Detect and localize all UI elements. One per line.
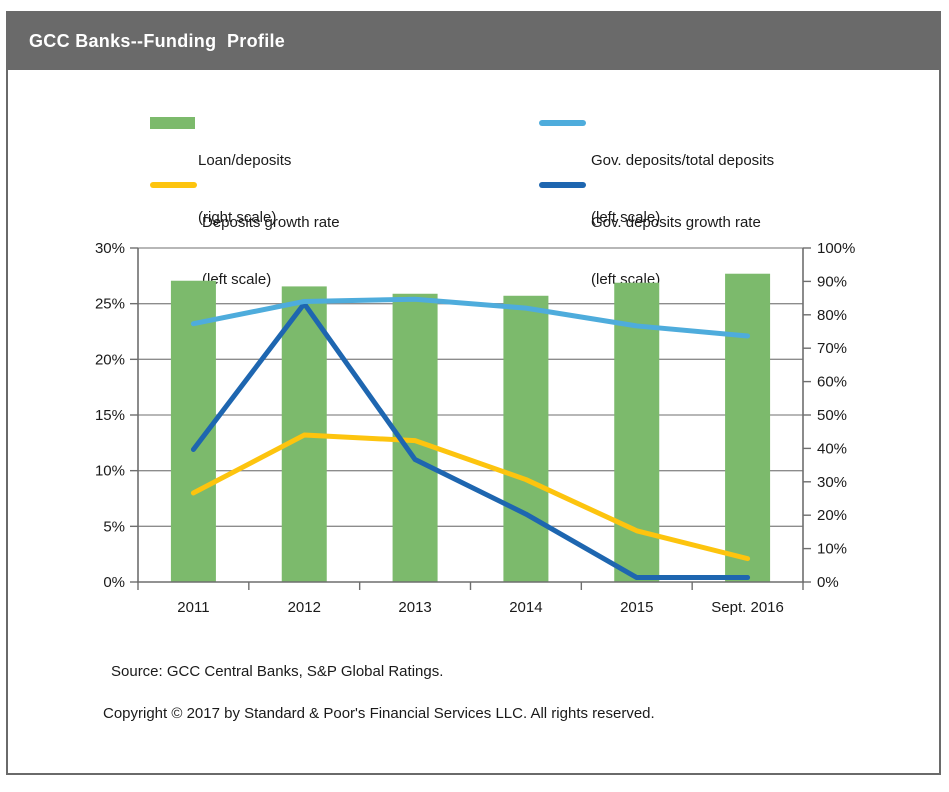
legend-swatch-line-icon bbox=[539, 182, 586, 188]
legend-swatch-line-icon bbox=[150, 182, 197, 188]
left-axis-label: 25% bbox=[95, 296, 125, 313]
x-axis-label: Sept. 2016 bbox=[711, 599, 784, 616]
legend-label: Deposits growth rate bbox=[202, 214, 340, 231]
figure-title: GCC Banks--Funding Profile bbox=[29, 31, 286, 51]
left-axis-label: 0% bbox=[103, 574, 125, 591]
right-axis-label: 40% bbox=[817, 440, 847, 457]
figure-title-bar: GCC Banks--Funding Profile bbox=[8, 13, 939, 70]
chart-canvas: 0% 5% 10% 15% 20% 25% 30% 0% 10% 20% 30% 40% 50% 60% 7… bbox=[95, 240, 855, 616]
legend-item-gov-deposits-total: Gov. deposits/total deposits (left scale… bbox=[539, 113, 774, 265]
source-note: Source: GCC Central Banks, S&P Global Ra… bbox=[111, 663, 444, 680]
x-axis-label: 2012 bbox=[288, 599, 321, 616]
legend-label: Loan/deposits bbox=[198, 152, 292, 169]
figure-card: GCC Banks--Funding Profile Loan/deposits… bbox=[6, 11, 941, 775]
legend-scale-note: (right scale) bbox=[198, 209, 277, 226]
legend-scale-note: (left scale) bbox=[591, 209, 661, 226]
bar-series-loan-deposits bbox=[170, 273, 771, 582]
bar-2014 bbox=[503, 295, 549, 582]
bar-Sept. 2016 bbox=[725, 273, 771, 582]
legend-item-loan-deposits: Loan/deposits (right scale) bbox=[150, 113, 291, 265]
left-axis-label: 5% bbox=[103, 518, 125, 535]
legend-swatch-bar-icon bbox=[150, 117, 195, 129]
right-axis-label: 70% bbox=[817, 340, 847, 357]
line-series-3 bbox=[190, 301, 751, 581]
x-axis-label: 2014 bbox=[509, 599, 542, 616]
left-axis-label: 20% bbox=[95, 351, 125, 368]
legend-item-deposits-growth: Deposits growth rate (left scale) bbox=[150, 175, 340, 327]
right-axis-label: 0% bbox=[817, 574, 839, 591]
left-axis-label: 30% bbox=[95, 240, 125, 257]
x-axis-label: 2011 bbox=[177, 599, 209, 616]
legend-item-gov-deposits-growth: Gov. deposits growth rate (left scale) bbox=[539, 175, 761, 327]
axes: 0% 5% 10% 15% 20% 25% 30% 0% 10% 20% 30% 40% 50% 60% 7… bbox=[95, 240, 855, 616]
left-axis-label: 10% bbox=[95, 463, 125, 480]
legend-label: Gov. deposits growth rate bbox=[591, 214, 761, 231]
x-axis-label: 2015 bbox=[620, 599, 653, 616]
right-axis-label: 30% bbox=[817, 474, 847, 491]
right-axis-label: 100% bbox=[817, 240, 855, 257]
legend-swatch-line-icon bbox=[539, 120, 586, 126]
right-axis-label: 80% bbox=[817, 307, 847, 324]
x-axis-label: 2013 bbox=[398, 599, 431, 616]
copyright-note: Copyright © 2017 by Standard & Poor's Fi… bbox=[103, 705, 655, 722]
line-series-1 bbox=[190, 296, 751, 339]
right-axis-label: 50% bbox=[817, 407, 847, 424]
right-axis-label: 90% bbox=[817, 273, 847, 290]
right-axis-label: 10% bbox=[817, 541, 847, 558]
right-axis-label: 20% bbox=[817, 507, 847, 524]
line-series-2 bbox=[190, 432, 751, 562]
right-axis-label: 60% bbox=[817, 374, 847, 391]
left-axis-label: 15% bbox=[95, 407, 125, 424]
legend-label: Gov. deposits/total deposits bbox=[591, 152, 775, 169]
